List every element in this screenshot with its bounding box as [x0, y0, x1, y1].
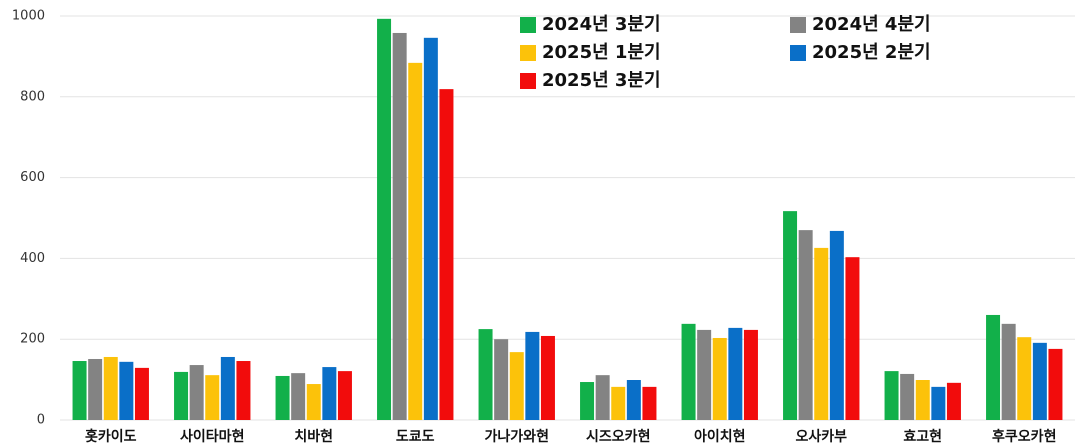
bar	[783, 211, 798, 420]
x-tick-label: 사이타마현	[180, 428, 244, 445]
bar	[681, 323, 696, 420]
x-tick-label: 후쿠오카현	[992, 429, 1056, 445]
bar	[884, 371, 899, 420]
bar	[525, 331, 540, 420]
bar	[915, 380, 930, 420]
y-tick-label: 200	[20, 332, 45, 347]
bar	[743, 329, 758, 420]
bar	[642, 386, 657, 420]
bar	[103, 356, 118, 420]
legend-swatch	[520, 17, 536, 33]
bar	[798, 230, 813, 420]
bar	[814, 247, 829, 420]
bar	[900, 373, 915, 420]
bar	[408, 62, 423, 420]
y-tick-label: 600	[20, 170, 45, 185]
bar	[174, 371, 189, 420]
x-tick-label: 가나가와현	[485, 428, 549, 445]
legend-label: 2025년 1분기	[542, 42, 661, 63]
x-tick-label: 치바현	[294, 429, 333, 445]
bar	[580, 382, 595, 420]
bar	[595, 375, 610, 420]
x-tick-label: 아이치현	[694, 428, 746, 445]
bar	[494, 339, 509, 420]
bar	[1001, 323, 1016, 420]
bar	[236, 361, 251, 420]
bar	[697, 329, 712, 420]
bar	[119, 361, 134, 420]
x-tick-label: 효고현	[903, 429, 942, 445]
legend-label: 2024년 3분기	[542, 14, 661, 35]
x-tick-label: 도쿄도	[396, 429, 435, 445]
legend-label: 2025년 3분기	[542, 70, 661, 91]
bar	[439, 89, 454, 421]
bar	[611, 386, 626, 420]
bar	[1048, 348, 1063, 420]
x-tick-label: 홋카이도	[85, 428, 137, 445]
bar	[712, 337, 727, 420]
bar	[626, 380, 641, 420]
x-tick-label: 시즈오카현	[586, 429, 650, 445]
bar	[322, 367, 337, 420]
bar	[1017, 337, 1032, 420]
y-tick-label: 0	[37, 413, 45, 428]
bar	[931, 386, 946, 420]
bar	[728, 327, 743, 420]
bar	[1032, 342, 1047, 420]
bar	[946, 382, 961, 420]
y-tick-label: 400	[20, 251, 45, 266]
bar	[478, 329, 493, 420]
legend-swatch	[790, 17, 806, 33]
legend-label: 2024년 4분기	[812, 14, 931, 35]
bar	[275, 375, 290, 420]
y-tick-label: 800	[20, 89, 45, 104]
legend-swatch	[520, 73, 536, 89]
bar	[509, 352, 524, 420]
legend-swatch	[520, 45, 536, 61]
bar	[337, 371, 352, 420]
bar	[134, 367, 149, 420]
x-tick-label: 오사카부	[795, 429, 847, 445]
legend-label: 2025년 2분기	[812, 42, 931, 63]
bar	[189, 365, 204, 420]
bar	[540, 335, 555, 420]
bar	[220, 356, 235, 420]
bar	[377, 18, 392, 420]
bar	[306, 384, 321, 420]
bar	[829, 230, 844, 420]
bar	[205, 375, 220, 420]
bar	[423, 37, 438, 420]
y-tick-label: 1000	[12, 9, 45, 24]
legend-swatch	[790, 45, 806, 61]
bar	[291, 373, 306, 420]
bar	[845, 257, 860, 420]
bar	[986, 314, 1001, 420]
bar	[392, 32, 407, 421]
bar	[88, 358, 103, 420]
bar	[72, 361, 87, 420]
